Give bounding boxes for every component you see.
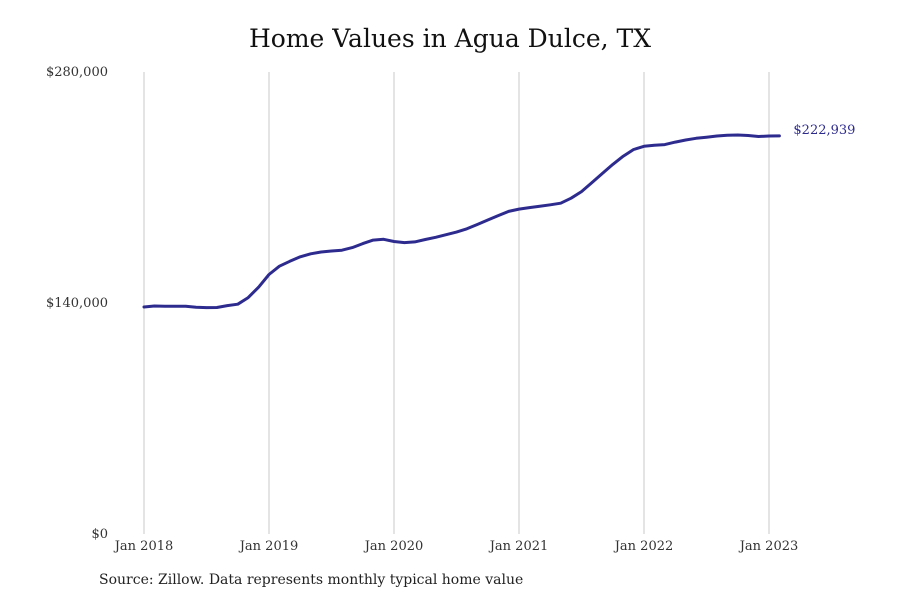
y-tick-label: $280,000	[46, 65, 108, 80]
series-line	[142, 133, 781, 310]
y-axis: $280,000 $140,000 $0	[46, 65, 108, 542]
x-tick-label: Jan 2023	[738, 539, 799, 554]
end-value-label: $222,939	[793, 123, 855, 138]
x-tick-label: Jan 2020	[363, 539, 424, 554]
grid-lines	[143, 72, 770, 534]
x-tick-label: Jan 2019	[238, 539, 299, 554]
y-tick-label: $0	[91, 527, 108, 542]
source-note: Source: Zillow. Data represents monthly …	[99, 572, 524, 588]
x-axis: Jan 2018 Jan 2019 Jan 2020 Jan 2021 Jan 2022…	[113, 539, 799, 554]
chart-title: Home Values in Agua Dulce, TX	[249, 24, 651, 53]
x-tick-label: Jan 2022	[613, 539, 674, 554]
y-tick-label: $140,000	[46, 296, 108, 311]
x-tick-label: Jan 2021	[488, 539, 549, 554]
x-tick-label: Jan 2018	[113, 539, 174, 554]
